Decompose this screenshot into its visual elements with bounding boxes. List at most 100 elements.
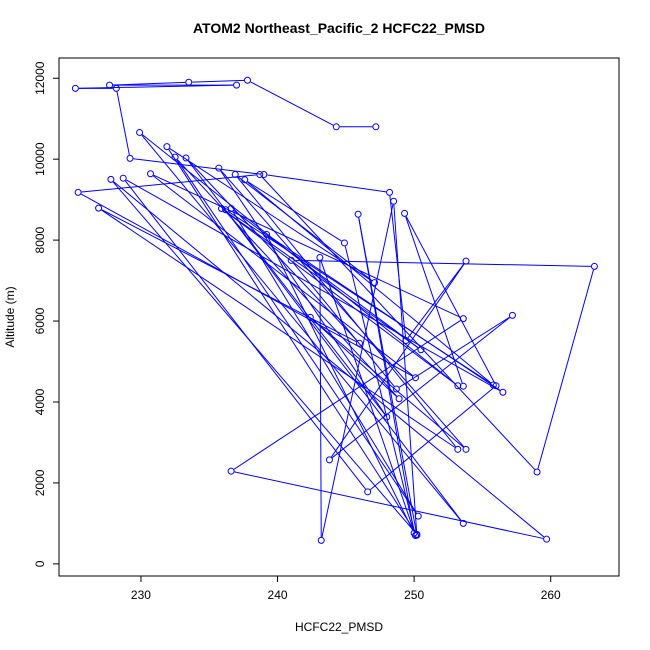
series-line-segment xyxy=(224,210,419,349)
data-point xyxy=(454,445,462,453)
data-point xyxy=(364,488,372,496)
series-line-segment xyxy=(113,81,186,86)
series-line-segment xyxy=(405,216,463,384)
data-point xyxy=(340,239,348,247)
x-tick-label: 260 xyxy=(541,588,561,602)
data-point xyxy=(316,254,324,262)
data-point xyxy=(231,171,239,179)
data-point xyxy=(215,164,223,172)
series-line-segment xyxy=(267,237,414,531)
data-point xyxy=(106,81,114,89)
series-line-segment xyxy=(101,209,357,343)
series-line-segment xyxy=(233,210,419,349)
series-line-segment xyxy=(176,159,417,514)
series-line-segment xyxy=(405,216,495,383)
y-tick-label: 8000 xyxy=(33,226,47,253)
series-line-segment xyxy=(112,181,415,532)
series-line-segment xyxy=(220,170,386,415)
data-point xyxy=(256,171,264,179)
data-point xyxy=(126,154,134,162)
data-point xyxy=(182,154,190,162)
series-line-segment xyxy=(116,91,130,156)
data-point xyxy=(136,128,144,136)
series-line-segment xyxy=(321,204,394,538)
series-line-segment xyxy=(358,217,415,530)
data-point xyxy=(410,529,418,537)
series-line-segment xyxy=(344,246,416,533)
data-point xyxy=(390,197,398,205)
series-line-segment xyxy=(370,387,494,490)
chart-title: ATOM2 Northeast_Pacific_2 HCFC22_PMSD xyxy=(193,20,485,36)
data-point xyxy=(218,205,226,213)
series-line-segment xyxy=(269,235,501,391)
data-point xyxy=(386,188,394,196)
data-point xyxy=(71,84,79,92)
data-point xyxy=(462,445,470,453)
series-line-segment xyxy=(250,81,334,126)
data-point xyxy=(459,382,467,390)
data-point xyxy=(163,143,171,151)
series-line-segment xyxy=(233,320,461,470)
series-line-segment xyxy=(152,175,414,376)
series-layer xyxy=(71,76,598,544)
x-tick-label: 230 xyxy=(131,588,151,602)
series-line-segment xyxy=(234,471,544,539)
x-tick-label: 240 xyxy=(268,588,288,602)
x-axis-label: HCFC22_PMSD xyxy=(295,620,383,634)
data-point xyxy=(392,385,400,393)
series-line-segment xyxy=(78,84,234,89)
data-point xyxy=(233,81,241,89)
series-line-segment xyxy=(141,134,462,522)
series-line-segment xyxy=(237,176,457,447)
y-tick-label: 10000 xyxy=(33,142,47,176)
series-line-segment xyxy=(101,209,456,448)
data-point xyxy=(107,175,115,183)
series-line-segment xyxy=(407,263,465,338)
series-line-segment xyxy=(319,261,322,537)
series-line-segment xyxy=(169,148,372,282)
data-point xyxy=(459,315,467,323)
data-point xyxy=(454,382,462,390)
data-point xyxy=(263,230,271,238)
data-point xyxy=(459,519,467,527)
data-point xyxy=(411,374,419,382)
series-line-segment xyxy=(267,174,387,193)
data-point xyxy=(383,413,391,421)
series-line-segment xyxy=(168,149,416,532)
y-tick-label: 4000 xyxy=(33,388,47,415)
series-line-segment xyxy=(220,170,465,448)
series-line-segment xyxy=(247,181,342,242)
series-line-segment xyxy=(81,174,257,193)
data-point xyxy=(590,262,598,270)
series-line-segment xyxy=(293,262,395,387)
data-point xyxy=(306,313,314,321)
data-point xyxy=(119,174,127,182)
series-line-segment xyxy=(224,210,456,385)
y-tick-label: 12000 xyxy=(33,61,47,95)
data-point xyxy=(147,170,155,178)
series-line-segment xyxy=(320,260,415,533)
series-line-segment xyxy=(232,211,417,514)
series-line-segment xyxy=(331,317,511,459)
data-point xyxy=(489,381,497,389)
data-point xyxy=(417,346,425,354)
data-point xyxy=(354,210,362,218)
data-point xyxy=(543,535,551,543)
series-line-segment xyxy=(188,160,358,342)
data-point xyxy=(112,84,120,92)
y-tick-label: 2000 xyxy=(33,469,47,496)
data-point xyxy=(402,336,410,344)
data-point xyxy=(74,188,82,196)
y-axis-label: Altitude (m) xyxy=(3,286,17,347)
data-point xyxy=(533,468,541,476)
data-point xyxy=(492,382,500,390)
series-line-segment xyxy=(192,79,245,83)
series-line-segment xyxy=(125,179,501,391)
data-point xyxy=(372,123,380,131)
series-line-segment xyxy=(247,181,491,384)
data-point xyxy=(241,176,249,184)
x-tick-label: 250 xyxy=(404,588,424,602)
y-tick-label: 6000 xyxy=(33,307,47,334)
data-point xyxy=(462,257,470,265)
